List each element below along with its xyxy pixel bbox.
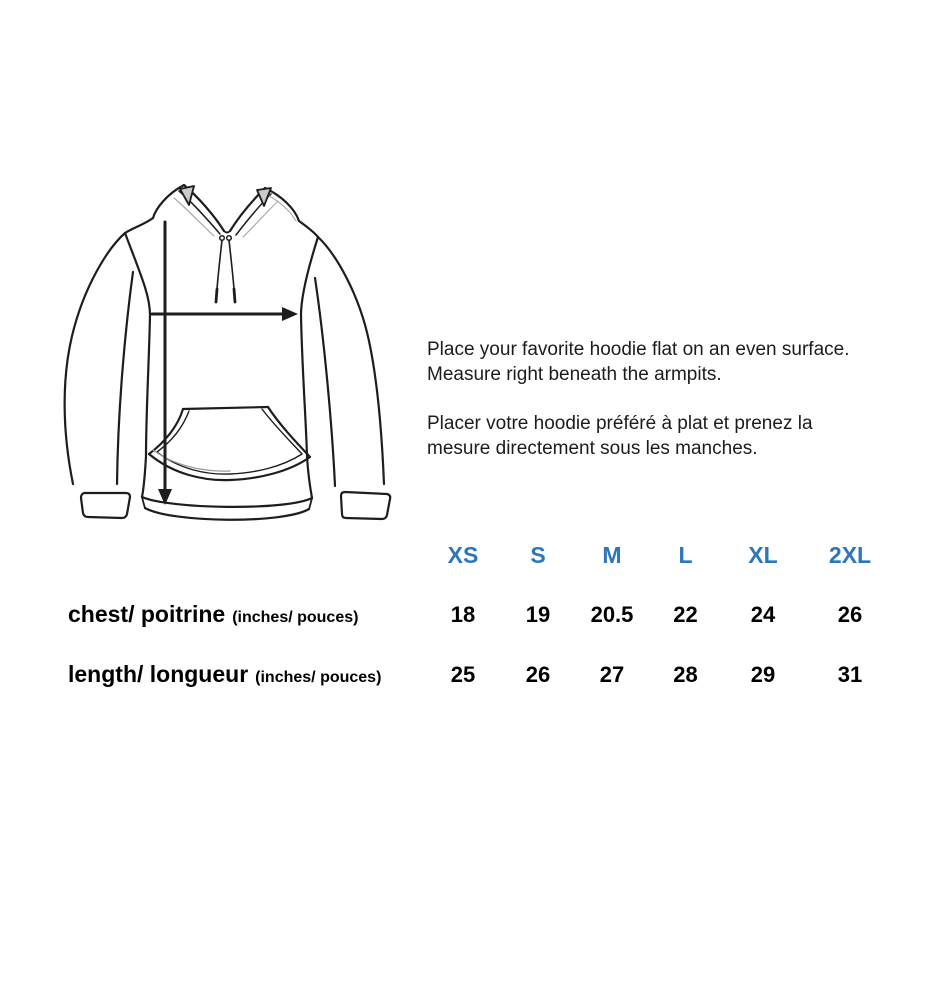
chest-value-s: 19 (525, 602, 551, 627)
torso (123, 231, 320, 521)
length-arrow (158, 220, 172, 505)
length-value-2xl: 31 (837, 662, 863, 687)
instruction-fr-line2: mesure directement sous les manches. (427, 438, 758, 459)
chest-row-label: chest/ poitrine (68, 601, 226, 627)
chest-arrow (150, 307, 298, 321)
left-sleeve (63, 231, 135, 520)
chest-value-m: 20.5 (590, 602, 634, 627)
size-column-header-l: L (678, 542, 693, 568)
measurement-instructions: Place your favorite hoodie flat on an ev… (427, 337, 897, 485)
length-row-unit: (inches/ pouces) (255, 669, 382, 686)
size-column-header-s: S (530, 542, 546, 568)
instructions-french: Placer votre hoodie préféré à plat et pr… (427, 411, 897, 461)
hood-tip-left (179, 185, 195, 206)
chest-value-2xl: 26 (837, 602, 863, 627)
instruction-fr-line1: Placer votre hoodie préféré à plat et pr… (427, 413, 813, 434)
table-row-chest: chest/ poitrine (inches/ pouces) 18 19 20… (68, 600, 896, 632)
instructions-english: Place your favorite hoodie flat on an ev… (427, 337, 897, 387)
drawstrings (214, 239, 237, 304)
hoodie-line-drawing (63, 183, 392, 521)
kangaroo-pocket (147, 405, 312, 482)
right-sleeve (313, 235, 392, 521)
size-column-header-m: M (602, 542, 622, 568)
length-value-l: 28 (673, 662, 698, 687)
instruction-en-line2: Measure right beneath the armpits. (427, 364, 722, 385)
length-value-m: 27 (599, 662, 625, 687)
chest-value-xs: 18 (450, 602, 476, 627)
size-column-header-xl: XL (748, 542, 778, 568)
chest-value-xl: 24 (750, 602, 776, 627)
chest-row-unit: (inches/ pouces) (232, 609, 359, 626)
length-row-label: length/ longueur (68, 661, 249, 687)
chest-row-label-group: chest/ poitrine (inches/ pouces) (68, 600, 425, 632)
instruction-en-line1: Place your favorite hoodie flat on an ev… (427, 339, 850, 360)
size-header-row: XS S M L XL 2XL (425, 542, 896, 568)
size-column-header-xs: XS (447, 542, 479, 568)
length-value-xl: 29 (750, 662, 776, 687)
right-cuff (339, 490, 392, 521)
length-row-label-group: length/ longueur (inches/ pouces) (68, 660, 425, 692)
left-cuff (79, 491, 132, 520)
chest-value-l: 22 (673, 602, 698, 627)
size-column-header-2xl: 2XL (828, 542, 872, 568)
hem-band (140, 495, 314, 508)
length-value-s: 26 (525, 662, 551, 687)
length-value-xs: 25 (450, 662, 476, 687)
hood (123, 183, 320, 304)
table-row-length: length/ longueur (inches/ pouces) 25 26 2… (68, 660, 896, 692)
hood-tip-right (256, 187, 272, 207)
